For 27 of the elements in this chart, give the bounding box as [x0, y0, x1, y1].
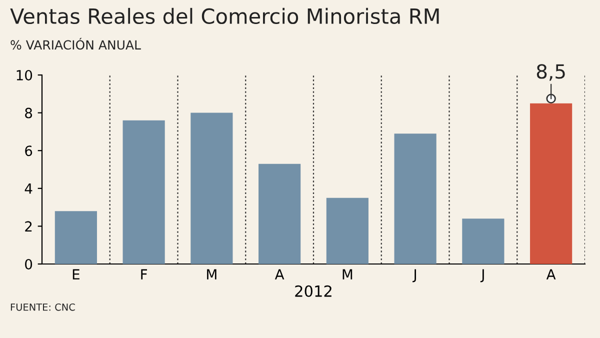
bar [462, 218, 504, 264]
x-tick-label: A [546, 269, 556, 280]
bar [394, 134, 436, 264]
bar [54, 211, 97, 264]
x-tick-label: F [141, 269, 147, 280]
x-tick-label: E [72, 269, 80, 280]
x-axis-title: 2012 [295, 285, 332, 297]
bar [190, 112, 233, 264]
y-tick-label: 6 [25, 146, 32, 156]
source-note: FUENTE: CNC [10, 303, 75, 311]
x-tick-label: J [480, 269, 484, 282]
bar [530, 103, 572, 264]
chart-title: Ventas Reales del Comercio Minorista RM [10, 8, 439, 24]
y-tick-label: 2 [25, 221, 32, 232]
x-tick-label: A [274, 269, 284, 280]
x-tick-label: M [342, 269, 352, 280]
y-tick-label: 8 [25, 108, 32, 118]
x-tick-label: M [207, 269, 216, 280]
x-tick-label: J [412, 269, 416, 282]
bar [258, 164, 301, 264]
y-tick-label: 0 [25, 258, 32, 270]
bar [326, 198, 368, 264]
y-tick-label: 4 [24, 184, 32, 194]
data-label: 8,5 [536, 64, 565, 81]
bar [122, 120, 165, 264]
chart-subtitle: % VARIACIÓN ANUAL [10, 38, 141, 50]
y-tick-label: 10 [16, 70, 32, 80]
